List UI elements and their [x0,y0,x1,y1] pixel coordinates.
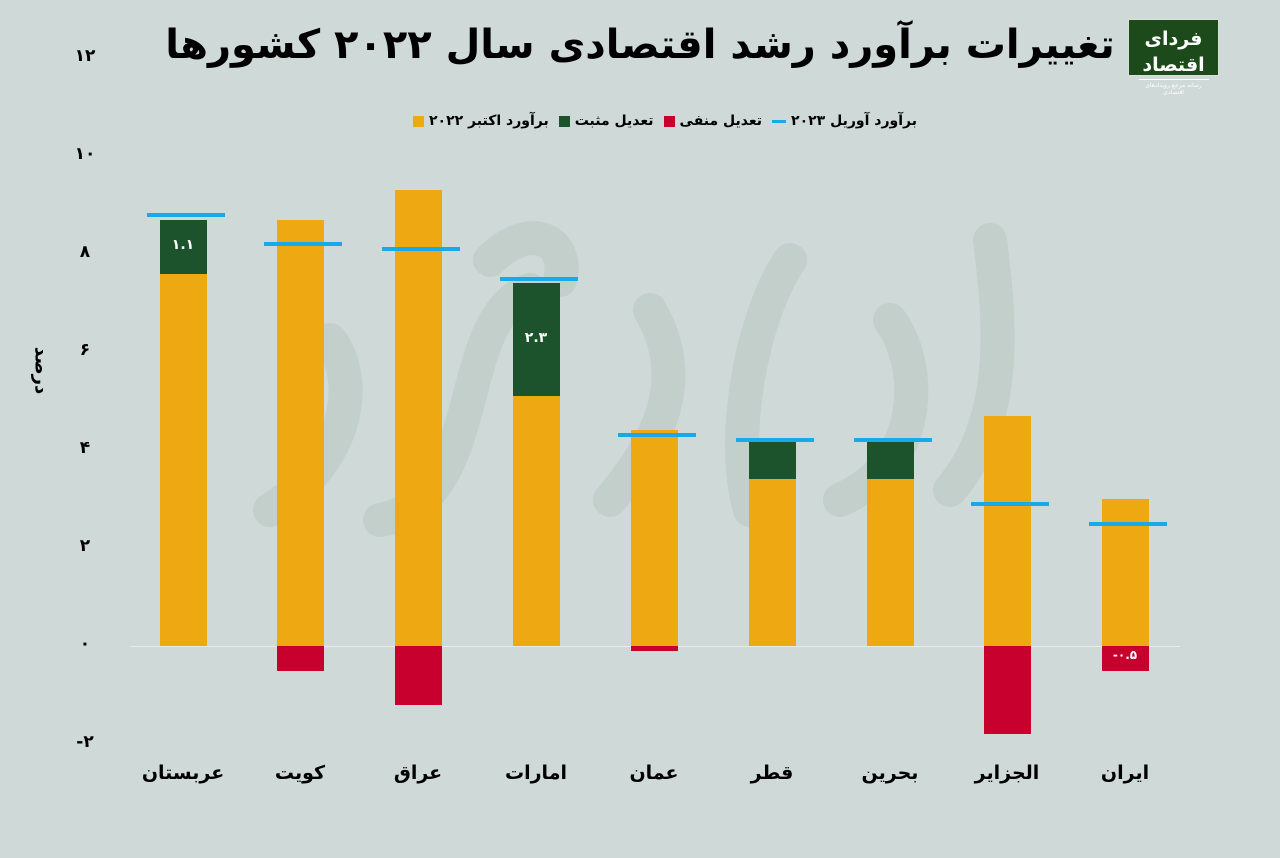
legend-item: تعدیل مثبت [558,113,654,129]
april-estimate-marker [147,212,225,217]
bar-october-estimate [159,273,207,646]
y-tick-label: ۱۰ [74,144,96,164]
y-tick-label: ۸ [79,242,91,262]
y-tick-label: ۴ [79,438,91,458]
april-estimate-marker [382,247,460,252]
april-estimate-marker [736,438,814,443]
x-category-label: قطر [750,762,794,784]
y-axis-label: درصد [30,346,52,395]
chart-legend: برآورد آوریل ۲۰۲۳ تعدیل منفی تعدیل مثبت برآ… [0,113,1280,129]
april-estimate-marker [500,276,578,281]
bar-negative-adjustment [394,646,442,705]
legend-line-swatch-icon [772,119,787,123]
bar-value-label: ۱.۱ [171,236,195,253]
x-category-label: عربستان [141,762,225,784]
y-tick-label: -۲ [76,732,94,752]
bar-october-estimate [983,415,1031,646]
bar-october-estimate [866,479,914,646]
legend-item: برآورد اکتبر ۲۰۲۲ [413,113,549,129]
bar-positive-adjustment [866,440,914,480]
y-tick-label: ۰ [79,634,91,654]
april-estimate-marker [1089,521,1167,526]
legend-box-swatch-icon [558,115,570,127]
april-estimate-marker [854,438,932,443]
logo-subtitle: رسانه مرجع رویدادهای اقتصادی [1138,79,1209,96]
bar-value-label: ۲.۳ [524,329,548,346]
legend-label: تعدیل مثبت [574,113,654,129]
bar-negative-adjustment [630,646,678,651]
april-estimate-marker [618,433,696,438]
legend-label: برآورد اکتبر ۲۰۲۲ [429,113,549,129]
legend-label: تعدیل منفی [679,113,763,129]
legend-box-swatch-icon [413,115,424,127]
bar-negative-adjustment [1101,646,1149,671]
y-tick-label: ۲ [79,536,91,556]
x-category-label: عراق [393,762,443,784]
legend-label: برآورد آوریل ۲۰۲۳ [791,113,917,129]
bar-positive-adjustment [159,219,207,274]
x-category-label: الجزایر [974,762,1040,784]
bar-value-label: -۰.۵ [1112,648,1138,663]
bar-october-estimate [630,430,678,646]
y-tick-label: ۱۲ [74,46,96,66]
x-category-label: امارات [505,762,567,784]
bar-october-estimate [748,479,796,646]
x-category-label: ایران [1100,762,1150,784]
brand-logo: فردای اقتصاد رسانه مرجع رویدادهای اقتصاد… [1128,19,1219,96]
page-title: تغییرات برآورد رشد اقتصادی سال ۲۰۲۲ کشور… [165,22,1115,68]
logo-name: فردای اقتصاد [1142,28,1205,76]
x-category-label: بحرین [861,762,919,784]
legend-box-swatch-icon [663,115,675,127]
legend-item: برآورد آوریل ۲۰۲۳ [772,113,917,129]
bar-positive-adjustment [748,440,796,480]
y-tick-label: ۶ [79,340,91,360]
x-category-label: عمان [629,762,679,784]
bar-october-estimate [394,190,442,646]
april-estimate-marker [971,501,1049,506]
bar-negative-adjustment [276,646,324,671]
legend-item: تعدیل منفی [663,113,763,129]
bar-positive-adjustment [512,283,560,397]
bar-negative-adjustment [983,646,1031,735]
bar-october-estimate [512,396,560,646]
x-category-label: کویت [274,762,326,784]
april-estimate-marker [264,242,342,247]
bar-october-estimate [276,219,324,646]
